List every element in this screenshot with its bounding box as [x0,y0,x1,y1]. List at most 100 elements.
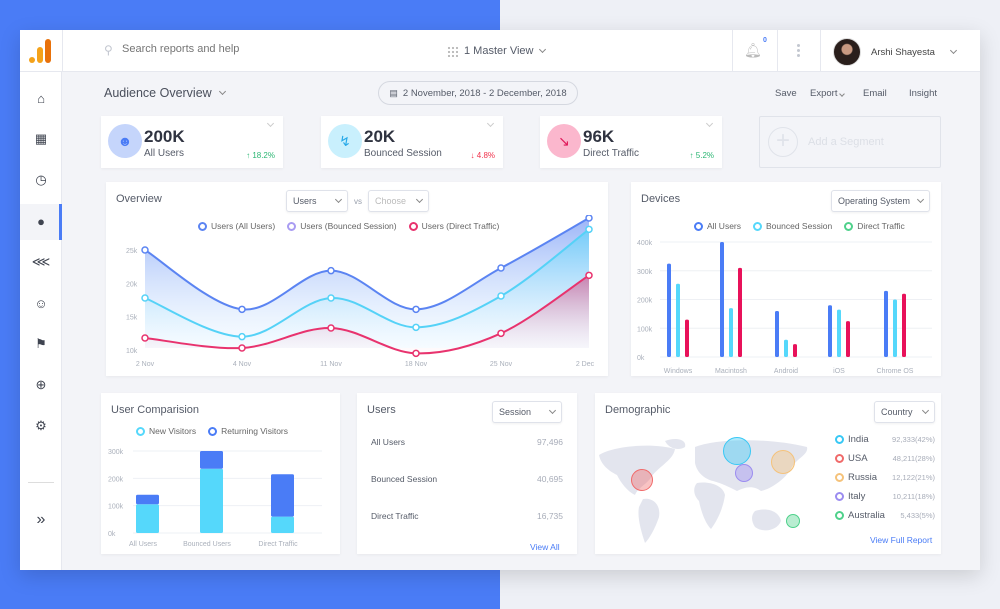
compare-dropdown[interactable]: Choose [368,190,429,212]
users-row[interactable]: All Users 97,496 [371,437,563,447]
legend-item[interactable]: Users (Bounced Session) [287,221,397,232]
user-icon[interactable]: ● [37,213,45,229]
view-selector[interactable]: 1 Master View [447,45,546,57]
kpi-card[interactable]: ↯ 20K Bounced Session ↓ 4.8% [321,116,503,168]
legend-item[interactable]: Bounced Session [753,221,832,232]
data-point[interactable] [238,305,246,314]
bar[interactable] [685,319,689,357]
clock-icon[interactable]: ◷ [35,172,47,187]
bar[interactable] [667,263,671,357]
legend-item[interactable]: Users (All Users) [198,221,275,232]
more-menu-icon[interactable] [797,44,800,58]
chevron-down-icon[interactable] [705,119,714,128]
bar[interactable] [793,344,797,357]
data-point[interactable] [412,349,420,358]
notifications-button[interactable]: 🔔︎ 0 [744,37,770,60]
country-legend-item[interactable]: India 92,333(42%) [835,434,935,445]
email-button[interactable]: Email [863,88,887,99]
country-legend-item[interactable]: Italy 10,211(18%) [835,491,935,502]
date-range-picker[interactable]: ▤ 2 November, 2018 - 2 December, 2018 [378,81,578,105]
view-all-link[interactable]: View All [530,542,560,552]
bar[interactable] [846,321,850,357]
chevron-down-icon[interactable] [486,119,495,128]
bar[interactable] [720,242,724,357]
legend-item[interactable]: Users (Direct Traffic) [408,221,499,232]
data-point[interactable] [497,329,505,338]
legend-item[interactable]: Direct Traffic [844,221,905,232]
data-point[interactable] [412,305,420,314]
legend-item[interactable]: All Users [694,221,741,232]
kpi-card[interactable]: ☻ 200K All Users ↑ 18.2% [101,116,283,168]
bar[interactable] [884,290,888,357]
bar[interactable] [837,309,841,357]
stacked-bar-segment[interactable] [271,474,294,517]
chevron-down-icon[interactable] [266,119,275,128]
stacked-bar-segment[interactable] [136,494,159,505]
data-point[interactable] [497,292,505,300]
country-legend-item[interactable]: Russia 12,122(21%) [835,472,935,483]
legend-item[interactable]: Returning Visitors [208,426,288,437]
country-dropdown[interactable]: Country [874,401,935,423]
kpi-card[interactable]: ↘ 96K Direct Traffic ↑ 5.2% [540,116,722,168]
country-bubble[interactable] [723,437,751,465]
bar[interactable] [784,339,788,357]
session-dropdown[interactable]: Session [492,401,562,423]
country-legend-item[interactable]: USA 48,211(28%) [835,453,935,464]
bar[interactable] [902,293,906,357]
flow-icon[interactable]: ⋘ [31,254,51,269]
save-button[interactable]: Save [775,88,797,99]
users-row[interactable]: Bounced Session 40,695 [371,474,563,484]
data-point[interactable] [585,271,593,280]
flag-icon[interactable]: ⚑ [35,336,47,351]
metric-dropdown[interactable]: Users [286,190,348,212]
export-button[interactable]: Export [810,88,845,99]
expand-icon[interactable]: » [36,511,46,528]
search-input[interactable] [122,43,322,55]
country-bubble[interactable] [786,514,800,528]
smiley-icon[interactable]: ☺ [34,295,48,311]
country-bubble[interactable] [631,469,653,491]
target-icon[interactable]: ⊕ [35,377,47,392]
chart-plot: 10k 15k 20k 25k 2 Nov 4 Nov 11 Nov 18 Nov 25 Nov… [126,215,595,368]
stacked-bar-segment[interactable] [200,451,223,469]
sidebar-item-audience[interactable] [20,204,62,240]
data-point[interactable] [327,324,335,332]
os-dropdown[interactable]: Operating System [831,190,930,212]
data-point[interactable] [238,344,246,352]
bar[interactable] [893,299,897,358]
country-legend-item[interactable]: Australia 5,433(5%) [835,510,935,521]
stacked-bar-segment[interactable] [200,468,223,533]
page-title[interactable]: Audience Overview [104,86,226,100]
user-menu[interactable]: Arshi Shayesta [833,38,957,66]
data-point[interactable] [141,334,149,342]
data-point[interactable] [327,294,335,302]
data-point[interactable] [585,215,593,222]
bar[interactable] [828,305,832,357]
dashboard-add-icon[interactable]: ▦ [34,131,48,146]
data-point[interactable] [412,323,420,332]
data-point[interactable] [327,266,335,275]
bar[interactable] [676,283,680,357]
users-row[interactable]: Direct Traffic 16,735 [371,511,563,521]
chevron-down-icon [548,406,557,415]
bar[interactable] [738,267,742,357]
data-point[interactable] [238,332,246,341]
data-point[interactable] [141,246,149,254]
data-point[interactable] [585,225,593,234]
gear-icon[interactable]: ⚙ [35,418,47,433]
app-window: ⚲ 1 Master View 🔔︎ 0 Arshi Shayesta ⌂ ▦ … [20,30,980,570]
country-bubble[interactable] [735,464,753,482]
country-bubble[interactable] [771,450,795,474]
data-point[interactable] [497,264,505,272]
insight-button[interactable]: Insight [909,88,937,99]
home-icon[interactable]: ⌂ [37,90,45,106]
data-point[interactable] [141,294,149,302]
stacked-bar-segment[interactable] [136,504,159,533]
bar[interactable] [775,311,779,357]
add-segment-button[interactable]: + Add a Segment [759,116,941,168]
legend-item[interactable]: New Visitors [136,426,196,437]
stacked-bar-segment[interactable] [271,516,294,533]
arrow-up-icon: ↑ [246,151,251,160]
bar[interactable] [729,308,733,357]
view-full-report-link[interactable]: View Full Report [870,535,933,545]
